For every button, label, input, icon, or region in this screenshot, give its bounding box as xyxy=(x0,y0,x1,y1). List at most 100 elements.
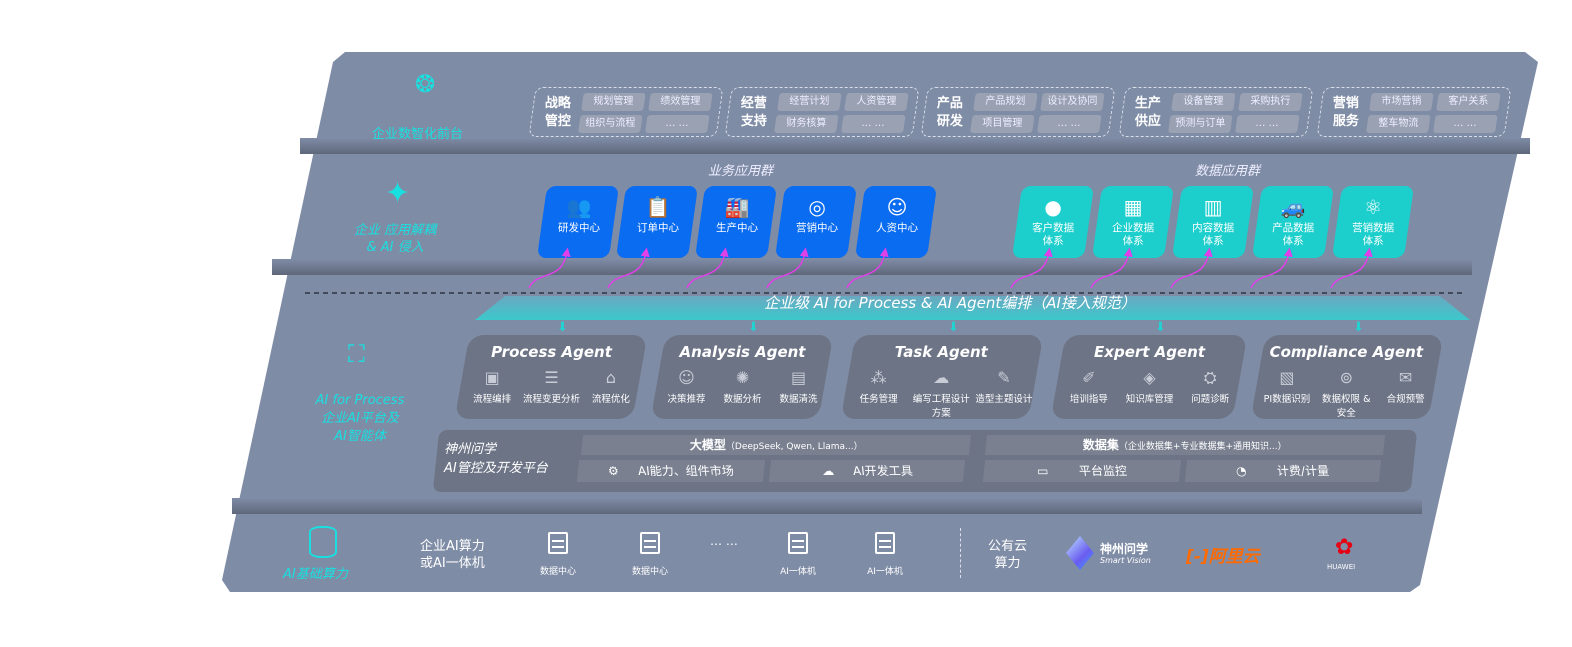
aiprocess-label-1: AI for Process xyxy=(315,393,405,408)
connector-arrow xyxy=(1250,247,1293,289)
agent-title: Analysis Agent xyxy=(679,343,806,361)
agent-card[interactable]: Expert Agent ✐ 培训指导 ◈ 知识库管理 ⛭ 问题诊断 xyxy=(1050,335,1248,419)
agent-feature[interactable]: ☺ 决策推荐 xyxy=(659,367,714,405)
connector-arrow xyxy=(1330,247,1373,289)
marketplace-icon: ⚙ xyxy=(607,464,639,478)
agent-card[interactable]: Analysis Agent ☺ 决策推荐 ✺ 数据分析 ▤ 数据清洗 xyxy=(650,335,834,419)
layer-divider xyxy=(232,498,1422,514)
feature-icon: ▣ xyxy=(484,368,500,387)
agent-title: Process Agent xyxy=(491,343,612,361)
data-group-title: 数据应用群 xyxy=(1195,164,1261,179)
agent-card[interactable]: Process Agent ▣ 流程编排 ☰ 流程变更分析 ⌂ 流程优化 xyxy=(454,335,648,419)
cloud-tool-icon: ☁ xyxy=(820,464,854,478)
server-node: AI一体机 xyxy=(855,532,915,577)
server-node: 数据中心 xyxy=(528,532,588,577)
platform-monitor-cell[interactable]: ▭ 平台监控 xyxy=(982,460,1182,482)
feature-icon: ☰ xyxy=(544,368,559,387)
agent-feature[interactable]: ⊚ 数据权限 & 安全 xyxy=(1317,367,1376,419)
ai-market-cell[interactable]: ⚙ AI能力、组件市场 xyxy=(576,460,766,482)
connector-arrow xyxy=(528,247,571,289)
gauge-icon: ◔ xyxy=(1235,464,1279,478)
molecule-icon: ✦ xyxy=(385,176,411,211)
layer-divider xyxy=(300,138,1530,154)
model-note: （DeepSeek, Qwen, Llama...） xyxy=(725,442,863,452)
connector-arrow xyxy=(1170,247,1213,289)
dataset-note: （企业数据集+专业数据集+通用知识...） xyxy=(1119,442,1287,452)
vendor-smartvision-sub: Smart Vision xyxy=(1100,556,1151,565)
agent-feature[interactable]: ✐ 培训指导 xyxy=(1059,367,1119,405)
dataset-title: 数据集 xyxy=(1083,438,1120,452)
feature-icon: ▤ xyxy=(790,368,807,387)
server-icon xyxy=(788,532,808,554)
apps-label-line2: & AI 侵入 xyxy=(366,240,424,255)
feature-icon: ⌂ xyxy=(605,368,616,387)
agent-feature[interactable]: ⌂ 流程优化 xyxy=(581,367,640,405)
connector-arrow xyxy=(766,247,809,289)
frontend-label: 企业数智化前台 xyxy=(372,127,464,142)
agent-title: Task Agent xyxy=(894,343,988,361)
orchestration-banner-bg xyxy=(475,296,1470,320)
brain-icon: ❂ xyxy=(415,70,436,98)
agent-title: Expert Agent xyxy=(1094,343,1206,361)
feature-icon: ✐ xyxy=(1082,368,1096,387)
feature-icon: ⊚ xyxy=(1339,368,1353,387)
server-node: AI一体机 xyxy=(768,532,828,577)
business-group-title: 业务应用群 xyxy=(708,164,774,179)
aiprocess-label-2: 企业AI平台及 xyxy=(321,411,399,426)
feature-icon: ✎ xyxy=(997,368,1011,387)
huawei-logo-icon: ✿ xyxy=(1335,535,1354,560)
feature-icon: ✉ xyxy=(1398,368,1413,387)
agent-feature[interactable]: ⁂ 任务管理 xyxy=(848,367,910,419)
agent-feature[interactable]: ☁ 编写工程设计方案 xyxy=(910,367,972,419)
agent-feature[interactable]: ✺ 数据分析 xyxy=(715,367,770,405)
agent-card[interactable]: Task Agent ⁂ 任务管理 ☁ 编写工程设计方案 ✎ 造型主题设计 xyxy=(840,335,1044,419)
down-arrow-icon: ⬇ xyxy=(948,320,959,335)
agent-title: Compliance Agent xyxy=(1269,343,1423,361)
agent-feature[interactable]: ◈ 知识库管理 xyxy=(1119,367,1179,405)
down-arrow-icon: ⬇ xyxy=(1155,320,1166,335)
agent-feature[interactable]: ✎ 造型主题设计 xyxy=(973,367,1035,419)
agent-feature[interactable]: ✉ 合规预警 xyxy=(1376,367,1435,419)
connector-arrow xyxy=(846,247,889,289)
down-arrow-icon: ⬇ xyxy=(1353,320,1364,335)
private-compute-2: 或AI一体机 xyxy=(420,556,485,571)
server-icon xyxy=(548,532,568,554)
monitor-icon: ▭ xyxy=(1036,464,1080,478)
down-arrow-icon: ⬇ xyxy=(557,320,568,335)
feature-icon: ☺ xyxy=(678,368,695,387)
public-cloud-2: 算力 xyxy=(994,556,1021,571)
agent-feature[interactable]: ▤ 数据清洗 xyxy=(771,367,826,405)
aiprocess-label-3: AI智能体 xyxy=(334,429,386,444)
feature-icon: ✺ xyxy=(735,368,750,387)
down-arrow-icon: ⬇ xyxy=(748,320,759,335)
model-title: 大模型 xyxy=(689,438,726,452)
server-icon xyxy=(875,532,895,554)
ai-dev-tools-cell[interactable]: ☁ AI开发工具 xyxy=(768,460,966,482)
agent-card[interactable]: Compliance Agent ▧ PI数据识别 ⊚ 数据权限 & 安全 ✉ 合规预警 xyxy=(1250,335,1444,419)
agent-feature[interactable]: ▣ 流程编排 xyxy=(463,367,522,405)
connector-arrow xyxy=(1090,247,1133,289)
billing-cell[interactable]: ◔ 计费/计量 xyxy=(1184,460,1382,482)
connector-arrow xyxy=(607,247,650,289)
agent-feature[interactable]: ▧ PI数据识别 xyxy=(1258,367,1317,419)
vendor-aliyun: 阿里云 xyxy=(1208,547,1260,567)
servers-ellipsis: … … xyxy=(710,534,738,548)
connector-arrow xyxy=(1010,247,1053,289)
agent-feature[interactable]: ☰ 流程变更分析 xyxy=(523,368,581,405)
orchestration-banner: 企业级 AI for Process & AI Agent编排（AI接入规范） xyxy=(764,294,1136,312)
compute-divider xyxy=(960,528,961,578)
vendor-smartvision: 神州问学 xyxy=(1100,542,1149,556)
feature-icon: ◈ xyxy=(1143,368,1156,387)
agent-feature[interactable]: ⛭ 问题诊断 xyxy=(1180,367,1240,405)
platform-name-1: 神州问学 xyxy=(444,442,497,457)
aliyun-logo-icon: [-] xyxy=(1186,547,1209,567)
platform-name-2: AI管控及开发平台 xyxy=(444,461,548,476)
private-compute-1: 企业AI算力 xyxy=(420,539,485,554)
infra-label: AI基础算力 xyxy=(283,567,348,582)
layer-divider xyxy=(272,259,1472,275)
apps-label-line1: 企业 应用解耦 xyxy=(354,223,437,238)
public-cloud-1: 公有云 xyxy=(988,539,1028,554)
face-scan-icon: ⛶ xyxy=(348,340,365,368)
feature-icon: ⛭ xyxy=(1203,368,1217,387)
